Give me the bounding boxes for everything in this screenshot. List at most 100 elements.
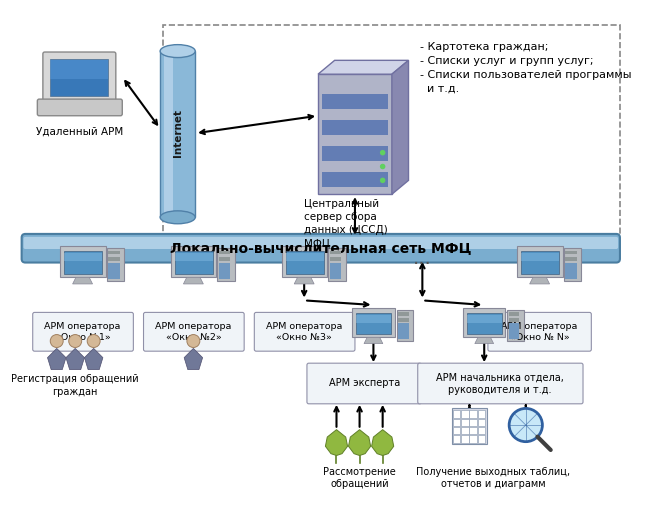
Polygon shape bbox=[66, 348, 85, 370]
Bar bbox=[470, 410, 477, 418]
Text: Internet: Internet bbox=[173, 109, 183, 157]
Circle shape bbox=[69, 335, 81, 347]
Bar bbox=[175, 253, 213, 261]
Text: АРМ оператора
«Окно №1»: АРМ оператора «Окно №1» bbox=[45, 322, 121, 342]
Circle shape bbox=[50, 335, 63, 347]
Bar bbox=[164, 51, 173, 217]
Bar bbox=[467, 315, 502, 323]
Bar bbox=[219, 263, 230, 279]
FancyBboxPatch shape bbox=[452, 409, 487, 444]
FancyBboxPatch shape bbox=[23, 237, 618, 249]
FancyBboxPatch shape bbox=[508, 309, 524, 341]
Bar bbox=[175, 251, 213, 273]
Bar bbox=[509, 318, 520, 322]
FancyBboxPatch shape bbox=[37, 99, 122, 116]
Polygon shape bbox=[47, 348, 66, 370]
Bar bbox=[453, 410, 460, 418]
Bar bbox=[109, 250, 119, 254]
Bar bbox=[398, 323, 408, 339]
FancyBboxPatch shape bbox=[43, 52, 116, 104]
FancyBboxPatch shape bbox=[463, 308, 506, 337]
Bar bbox=[453, 435, 460, 443]
Polygon shape bbox=[372, 430, 394, 455]
Bar bbox=[321, 146, 388, 161]
Polygon shape bbox=[392, 60, 408, 194]
Polygon shape bbox=[325, 430, 348, 455]
Bar bbox=[461, 435, 468, 443]
Text: АРМ начальника отдела,
руководителя и т.д.: АРМ начальника отдела, руководителя и т.… bbox=[436, 372, 564, 395]
Text: АРМ оператора
«Окно № N»: АРМ оператора «Окно № N» bbox=[502, 322, 578, 342]
FancyBboxPatch shape bbox=[518, 246, 563, 278]
Bar bbox=[321, 95, 388, 109]
FancyBboxPatch shape bbox=[21, 234, 620, 263]
Bar bbox=[461, 427, 468, 434]
FancyBboxPatch shape bbox=[282, 246, 327, 278]
FancyBboxPatch shape bbox=[488, 313, 592, 351]
Circle shape bbox=[380, 150, 386, 155]
Text: АРМ оператора
«Окно №2»: АРМ оператора «Окно №2» bbox=[155, 322, 231, 342]
Bar bbox=[64, 251, 102, 273]
Bar bbox=[470, 418, 477, 426]
Ellipse shape bbox=[160, 211, 195, 224]
Circle shape bbox=[380, 178, 386, 183]
Bar bbox=[461, 418, 468, 426]
Text: ...: ... bbox=[413, 249, 432, 268]
Text: АРМ оператора
«Окно №3»: АРМ оператора «Окно №3» bbox=[266, 322, 342, 342]
Polygon shape bbox=[318, 74, 392, 194]
Bar bbox=[398, 318, 408, 322]
FancyBboxPatch shape bbox=[61, 246, 105, 278]
FancyBboxPatch shape bbox=[564, 248, 581, 281]
Bar bbox=[160, 51, 195, 217]
Text: Центральный
сервер сбора
данных (ЦССД)
МФЦ: Центральный сервер сбора данных (ЦССД) М… bbox=[304, 199, 388, 248]
Circle shape bbox=[380, 164, 386, 169]
Bar bbox=[50, 60, 107, 96]
FancyBboxPatch shape bbox=[418, 363, 583, 404]
FancyBboxPatch shape bbox=[143, 313, 244, 351]
Polygon shape bbox=[364, 337, 383, 343]
Bar bbox=[356, 314, 391, 334]
Bar bbox=[285, 253, 323, 261]
Bar bbox=[478, 435, 485, 443]
Bar bbox=[566, 257, 576, 261]
Text: Регистрация обращений
граждан: Регистрация обращений граждан bbox=[11, 374, 139, 397]
FancyBboxPatch shape bbox=[217, 248, 235, 281]
Bar bbox=[478, 418, 485, 426]
Bar bbox=[470, 435, 477, 443]
Bar bbox=[509, 323, 520, 339]
FancyBboxPatch shape bbox=[307, 363, 422, 404]
Bar bbox=[109, 257, 119, 261]
Polygon shape bbox=[318, 60, 408, 74]
Circle shape bbox=[509, 409, 542, 442]
Bar bbox=[163, 25, 620, 236]
Bar bbox=[321, 120, 388, 135]
Bar bbox=[467, 314, 502, 334]
Bar bbox=[321, 172, 388, 187]
FancyBboxPatch shape bbox=[107, 248, 124, 281]
Ellipse shape bbox=[160, 45, 195, 58]
Bar bbox=[461, 410, 468, 418]
FancyBboxPatch shape bbox=[396, 309, 413, 341]
Text: Получение выходных таблиц,
отчетов и диаграмм: Получение выходных таблиц, отчетов и диа… bbox=[416, 467, 570, 489]
Bar bbox=[50, 60, 107, 79]
Bar bbox=[330, 257, 341, 261]
Bar bbox=[566, 250, 576, 254]
Text: Локально-вычислительная сеть МФЦ: Локально-вычислительная сеть МФЦ bbox=[170, 241, 472, 255]
Polygon shape bbox=[475, 337, 494, 343]
FancyBboxPatch shape bbox=[352, 308, 395, 337]
Text: Удаленный АРМ: Удаленный АРМ bbox=[36, 127, 123, 137]
Bar bbox=[509, 313, 520, 316]
Bar bbox=[219, 257, 230, 261]
Polygon shape bbox=[530, 278, 550, 284]
Text: АРМ эксперта: АРМ эксперта bbox=[329, 378, 400, 389]
Text: - Картотека граждан;
- Списки услуг и групп услуг;
- Списки пользователей програ: - Картотека граждан; - Списки услуг и гр… bbox=[420, 42, 631, 94]
Polygon shape bbox=[348, 430, 371, 455]
Polygon shape bbox=[294, 278, 314, 284]
FancyBboxPatch shape bbox=[254, 313, 355, 351]
Bar bbox=[478, 410, 485, 418]
Bar bbox=[219, 250, 230, 254]
Bar bbox=[330, 250, 341, 254]
Bar bbox=[521, 253, 559, 261]
Bar bbox=[285, 251, 323, 273]
Polygon shape bbox=[183, 278, 203, 284]
FancyBboxPatch shape bbox=[33, 313, 133, 351]
